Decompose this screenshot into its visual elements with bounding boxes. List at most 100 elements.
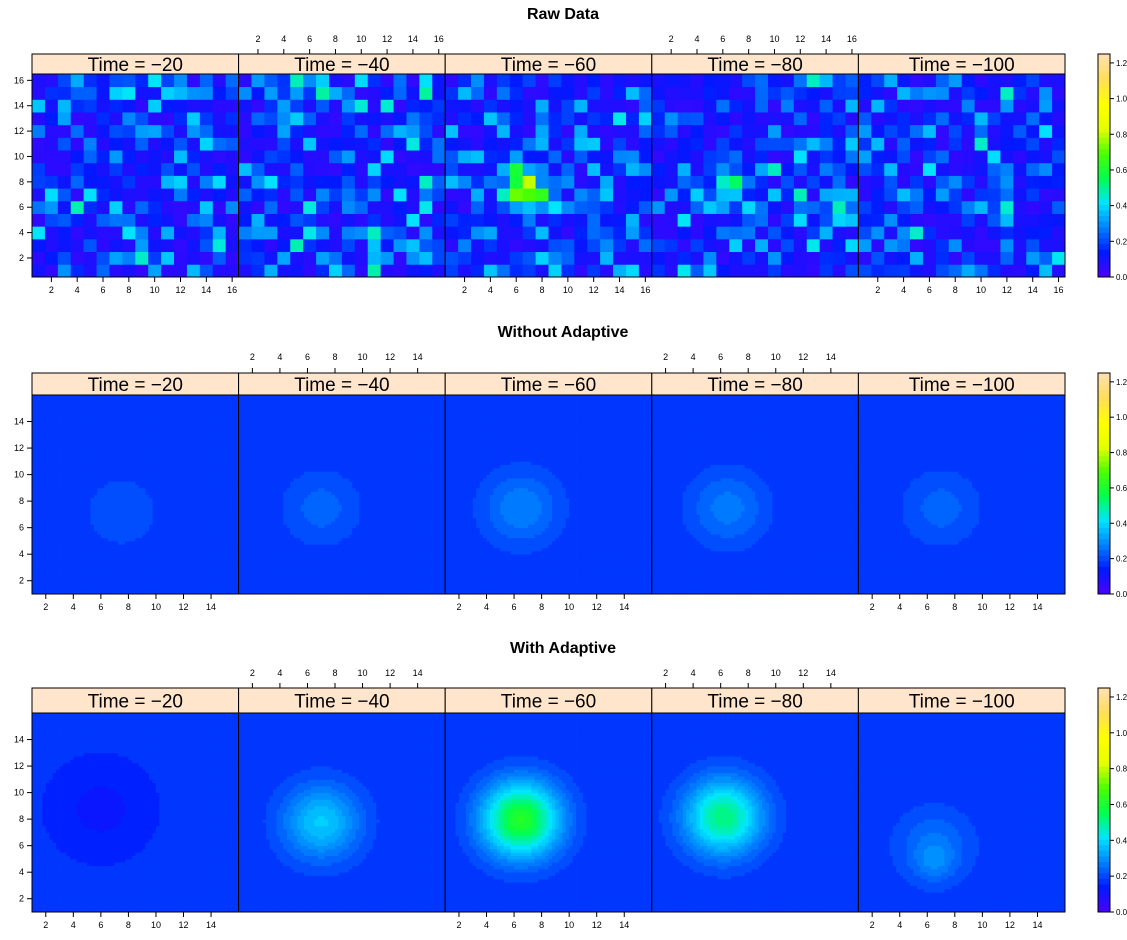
heatmap-cell <box>187 87 200 100</box>
heatmap-cell <box>381 201 394 214</box>
heatmap-cell <box>77 538 81 542</box>
heatmap-cell <box>91 561 95 565</box>
heatmap-cell <box>613 176 626 189</box>
heatmap-cell <box>226 125 239 138</box>
heatmap-cell <box>781 252 794 265</box>
heatmap-cell <box>139 581 143 585</box>
heatmap-cell <box>77 571 81 575</box>
heatmap-cell <box>200 74 213 87</box>
heatmap-cell <box>936 201 949 214</box>
heatmap-cell <box>587 214 600 227</box>
heatmap-cell <box>58 188 71 201</box>
heatmap-cell <box>523 239 536 252</box>
heatmap-cell <box>180 571 184 575</box>
heatmap-cell <box>200 239 213 252</box>
heatmap-cell <box>342 112 355 125</box>
heatmap-cell <box>355 163 368 176</box>
heatmap-cell <box>510 188 523 201</box>
heatmap-cell <box>600 201 613 214</box>
heatmap-cell <box>239 137 252 150</box>
heatmap-cell <box>156 574 160 578</box>
heatmap-cell <box>458 226 471 239</box>
heatmap-cell <box>458 214 471 227</box>
heatmap-cell <box>755 163 768 176</box>
heatmap-cell <box>923 252 936 265</box>
heatmap-cell <box>355 176 368 189</box>
heatmap-cell <box>226 176 239 189</box>
heatmap-cell <box>897 125 910 138</box>
heatmap-cell <box>897 214 910 227</box>
heatmap-cell <box>118 544 122 548</box>
heatmap-cell <box>600 137 613 150</box>
heatmap-cell <box>184 548 188 552</box>
heatmap-cell <box>63 584 67 588</box>
heatmap-cell <box>45 201 58 214</box>
heatmap-cell <box>252 125 265 138</box>
heatmap-cell <box>910 125 923 138</box>
heatmap-cell <box>77 558 81 562</box>
heatmap-cell <box>115 574 119 578</box>
x-tick-label: 10 <box>356 34 366 44</box>
heatmap-cell <box>652 201 665 214</box>
heatmap-cell <box>109 176 122 189</box>
heatmap-cell <box>42 587 46 591</box>
heatmap-cell <box>665 112 678 125</box>
heatmap-cell <box>58 239 71 252</box>
heatmap-cell <box>316 137 329 150</box>
heatmap-cell <box>419 99 432 112</box>
heatmap-cell <box>173 577 177 581</box>
heatmap-cell <box>574 176 587 189</box>
heatmap-cell <box>132 554 136 558</box>
heatmap-cell <box>949 176 962 189</box>
heatmap-cell <box>988 264 1001 277</box>
heatmap-cell <box>180 554 184 558</box>
heatmap-cell <box>49 544 53 548</box>
heatmap-cell <box>1026 188 1039 201</box>
heatmap-cell <box>122 544 126 548</box>
heatmap-cell <box>228 581 232 585</box>
heatmap-cell <box>149 564 153 568</box>
heatmap-cell <box>613 239 626 252</box>
heatmap-cell <box>177 574 181 578</box>
heatmap-cell <box>118 551 122 555</box>
heatmap-cell <box>781 239 794 252</box>
heatmap-cell <box>35 581 39 585</box>
heatmap-cell <box>122 571 126 575</box>
heatmap-cell <box>159 564 163 568</box>
heatmap-cell <box>111 571 115 575</box>
heatmap-cell <box>742 252 755 265</box>
heatmap-cell <box>139 554 143 558</box>
heatmap-cell <box>226 112 239 125</box>
heatmap-cell <box>510 163 523 176</box>
heatmap-cell <box>613 163 626 176</box>
colorbar-swatch <box>1098 216 1110 222</box>
heatmap-cell <box>58 201 71 214</box>
heatmap-cell <box>394 226 407 239</box>
heatmap-cell <box>781 226 794 239</box>
heatmap-cell <box>73 564 77 568</box>
heatmap-cell <box>32 538 36 542</box>
heatmap-cell <box>109 74 122 87</box>
colorbar-swatch <box>1098 87 1110 93</box>
heatmap-cell <box>139 567 143 571</box>
heatmap-cell <box>277 163 290 176</box>
heatmap-cell <box>201 561 205 565</box>
heatmap-cell <box>39 548 43 552</box>
heatmap-cell <box>949 264 962 277</box>
heatmap-cell <box>1052 239 1065 252</box>
heatmap-cell <box>639 252 652 265</box>
heatmap-cell <box>122 587 126 591</box>
heatmap-cell <box>691 188 704 201</box>
heatmap-cell <box>484 112 497 125</box>
heatmap-cell <box>884 125 897 138</box>
heatmap-cell <box>394 214 407 227</box>
heatmap-cell <box>445 226 458 239</box>
heatmap-cell <box>197 548 201 552</box>
heatmap-cell <box>135 150 148 163</box>
heatmap-cell <box>228 544 232 548</box>
heatmap-cell <box>97 561 101 565</box>
heatmap-cell <box>858 74 871 87</box>
heatmap-cell <box>445 252 458 265</box>
heatmap-cell <box>101 587 105 591</box>
heatmap-cell <box>716 150 729 163</box>
